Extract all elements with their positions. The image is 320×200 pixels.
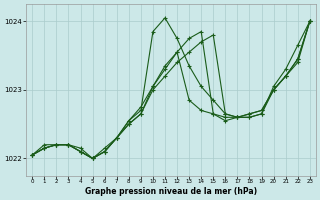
X-axis label: Graphe pression niveau de la mer (hPa): Graphe pression niveau de la mer (hPa): [85, 187, 257, 196]
